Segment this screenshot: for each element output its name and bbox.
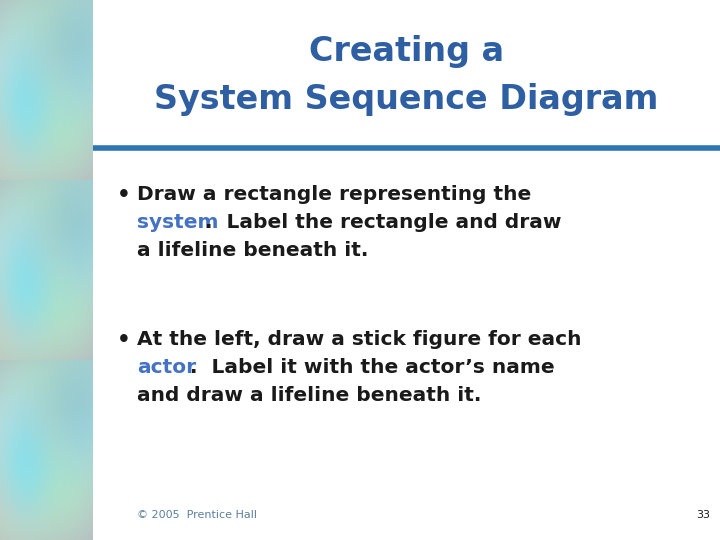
Bar xyxy=(93,0,720,145)
Text: Creating a: Creating a xyxy=(309,36,504,69)
Text: •: • xyxy=(117,185,131,205)
Text: © 2005  Prentice Hall: © 2005 Prentice Hall xyxy=(137,510,257,520)
Text: 33: 33 xyxy=(696,510,710,520)
Text: .  Label the rectangle and draw: . Label the rectangle and draw xyxy=(205,213,562,232)
Text: At the left, draw a stick figure for each: At the left, draw a stick figure for eac… xyxy=(137,330,582,349)
Text: .  Label it with the actor’s name: . Label it with the actor’s name xyxy=(190,358,554,377)
Text: actor: actor xyxy=(137,358,196,377)
Bar xyxy=(93,150,720,540)
Text: system: system xyxy=(137,213,218,232)
Text: •: • xyxy=(117,330,131,350)
Text: System Sequence Diagram: System Sequence Diagram xyxy=(154,84,659,117)
Text: a lifeline beneath it.: a lifeline beneath it. xyxy=(137,241,369,260)
Bar xyxy=(0,0,93,540)
Text: and draw a lifeline beneath it.: and draw a lifeline beneath it. xyxy=(137,386,482,405)
Text: Draw a rectangle representing the: Draw a rectangle representing the xyxy=(137,185,531,204)
